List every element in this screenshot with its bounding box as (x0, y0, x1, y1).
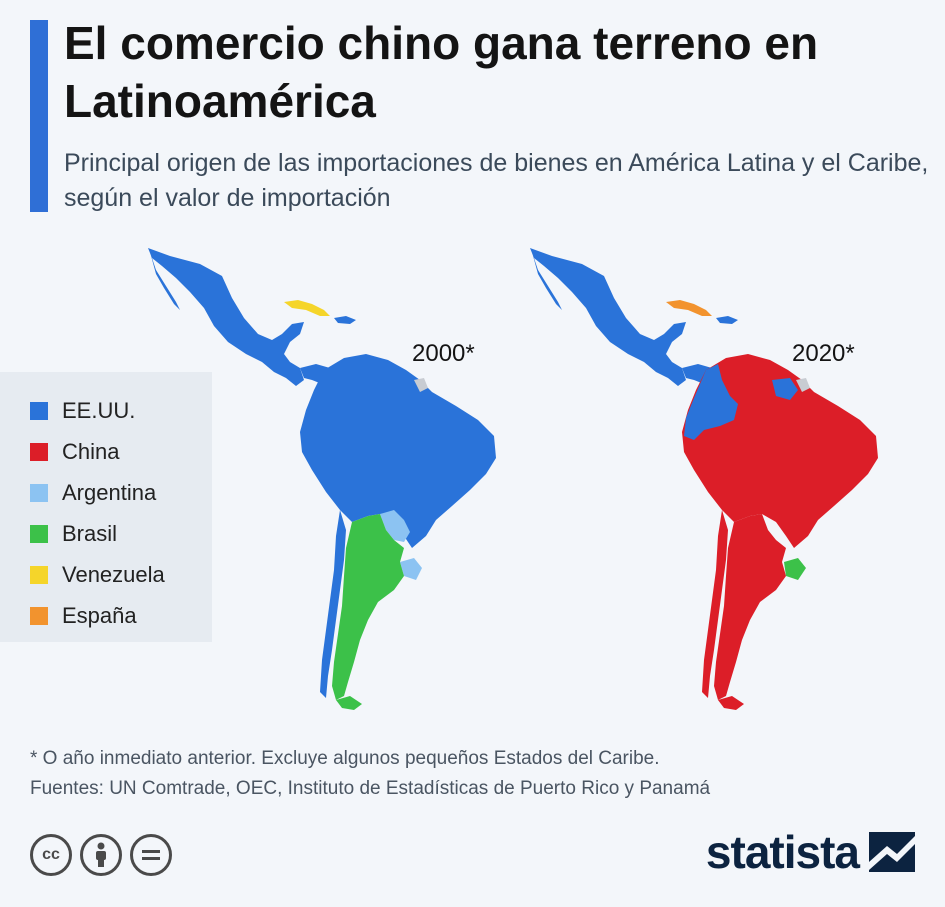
maps-area: 2000* 2020* (0, 230, 945, 730)
map-2020-mexico (530, 248, 686, 386)
map-2020-uruguay (784, 558, 806, 580)
map-2000-cuba (284, 300, 330, 316)
map-2000-south-america-north (300, 354, 496, 548)
statista-mark-icon (869, 832, 915, 872)
page-title: El comercio chino gana terreno en Latino… (64, 17, 819, 127)
legend-item-brasil: Brasil (30, 521, 117, 547)
map-2000-caribbean (334, 316, 356, 324)
map-2020-southern-cone (714, 514, 786, 700)
map-2020-tierra-del-fuego (718, 696, 744, 710)
legend-swatch-eeuu (30, 402, 48, 420)
by-icon[interactable] (80, 834, 122, 876)
map-2020-guyana (772, 378, 798, 400)
legend-swatch-argentina (30, 484, 48, 502)
title-accent-bar (30, 20, 48, 212)
legend: EE.UU. China Argentina Brasil Venezuela … (0, 372, 212, 642)
legend-label-china: China (62, 439, 120, 464)
footnote-note: * O año inmediato anterior. Excluye algu… (30, 748, 660, 769)
legend-item-eeuu: EE.UU. (30, 398, 135, 424)
legend-swatch-venezuela (30, 566, 48, 584)
map-2020-cuba (666, 300, 712, 316)
statista-logo[interactable]: statista (706, 825, 915, 879)
legend-label-argentina: Argentina (62, 480, 157, 505)
legend-label-espana: España (62, 603, 137, 628)
cc-icon[interactable]: cc (30, 834, 72, 876)
map-2000-guiana (414, 378, 428, 392)
footnote-sources: Fuentes: UN Comtrade, OEC, Instituto de … (30, 778, 711, 799)
map-2000-tierra-del-fuego (336, 696, 362, 710)
equals-icon (142, 850, 160, 860)
map-2000-mexico (148, 248, 304, 386)
map-2000-southern-cone (332, 514, 404, 700)
person-icon (96, 842, 106, 867)
map-2000-baja (150, 252, 180, 310)
license-icons: cc (30, 834, 172, 882)
map-2020 (530, 248, 878, 710)
map-2000-uruguay (400, 558, 422, 580)
legend-swatch-china (30, 443, 48, 461)
map-2000-chile-coast (320, 510, 346, 698)
legend-item-argentina: Argentina (30, 480, 156, 506)
map-2000 (148, 248, 496, 710)
map-2020-guiana (796, 378, 810, 392)
statista-wordmark: statista (705, 826, 860, 878)
legend-item-espana: España (30, 603, 137, 629)
map-2020-caribbean (716, 316, 738, 324)
map-2020-baja (532, 252, 562, 310)
map-2000-year-label: 2000* (412, 340, 475, 367)
footnote: * O año inmediato anterior. Excluye algu… (30, 744, 930, 804)
legend-label-venezuela: Venezuela (62, 562, 165, 587)
map-2020-colombia (684, 364, 738, 440)
legend-swatch-espana (30, 607, 48, 625)
nd-icon[interactable] (130, 834, 172, 876)
legend-label-eeuu: EE.UU. (62, 398, 136, 423)
legend-item-china: China (30, 439, 119, 465)
map-2000-bolivia (380, 510, 410, 542)
map-2020-year-label: 2020* (792, 340, 855, 367)
legend-label-brasil: Brasil (62, 521, 118, 546)
page-subtitle: Principal origen de las importaciones de… (64, 149, 929, 212)
map-2020-chile-coast (702, 510, 728, 698)
legend-swatch-brasil (30, 525, 48, 543)
legend-item-venezuela: Venezuela (30, 562, 165, 588)
